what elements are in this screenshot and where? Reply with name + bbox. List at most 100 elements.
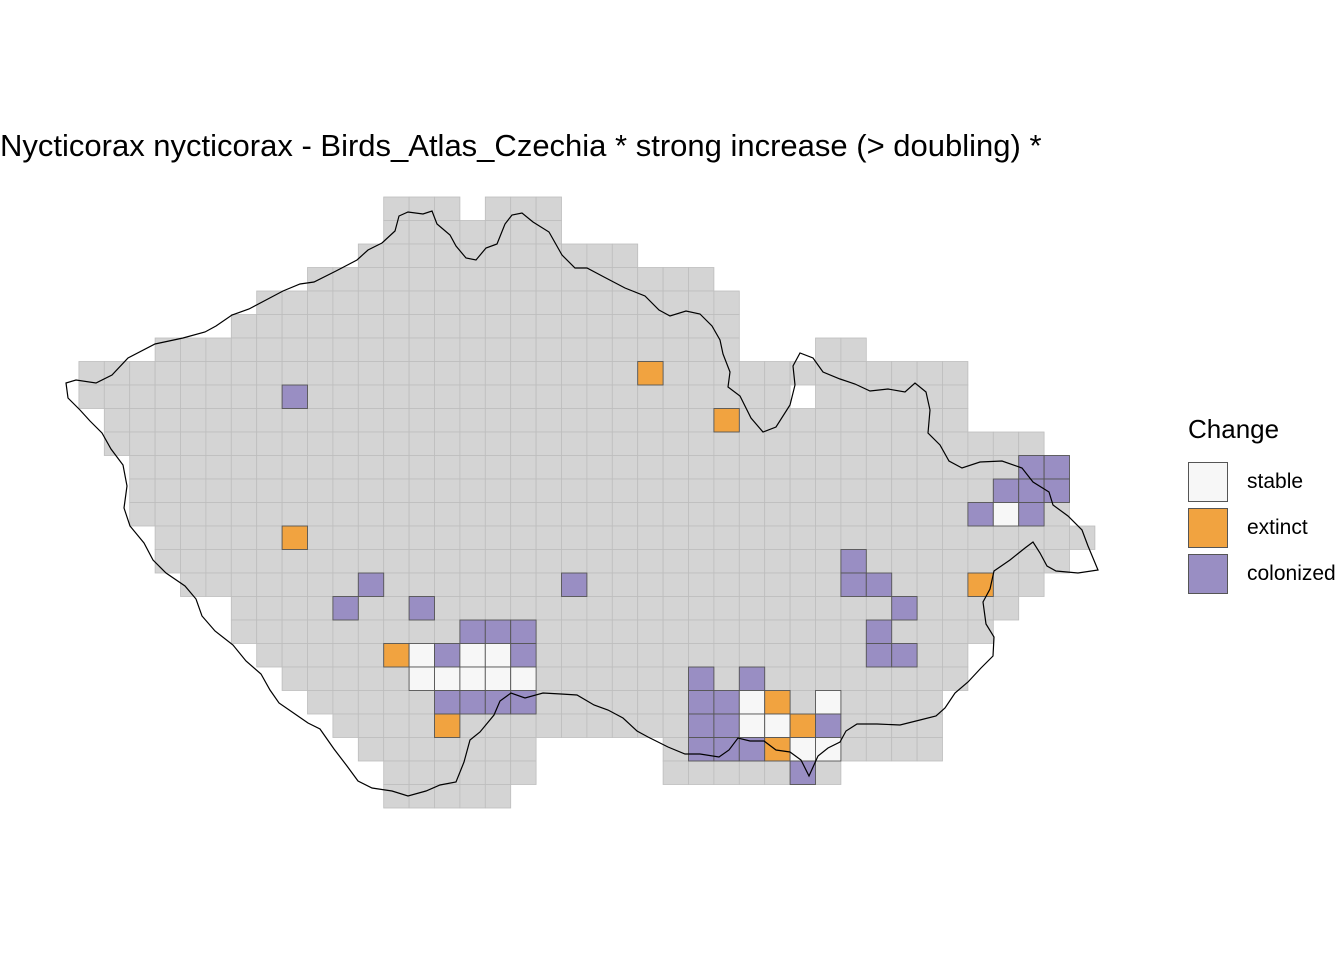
grid-cell (535, 596, 562, 621)
grid-cell (383, 361, 410, 386)
grid-cell (713, 455, 740, 480)
grid-cell (332, 549, 359, 574)
grid-cell (510, 408, 537, 433)
grid-cell (738, 502, 766, 527)
grid-cell (383, 314, 410, 339)
grid-cell (535, 431, 562, 456)
grid-cell (535, 314, 562, 339)
grid-cell (840, 666, 867, 691)
grid-cell (992, 596, 1020, 621)
grid-cell (281, 478, 308, 503)
grid-cell (180, 384, 207, 409)
grid-cell (662, 455, 689, 480)
grid-cell (840, 455, 867, 480)
grid-cell (688, 337, 715, 362)
grid-cell (840, 737, 867, 762)
grid-cell (535, 643, 562, 668)
grid-cell (561, 408, 588, 433)
grid-cell (484, 337, 512, 362)
grid-cell (383, 760, 410, 785)
grid-cell (307, 384, 334, 409)
grid-cell (891, 408, 918, 433)
grid-cell (815, 337, 842, 362)
grid-cell (484, 478, 512, 503)
grid-cell (230, 502, 258, 527)
grid-cell (662, 760, 689, 785)
grid-cell (103, 384, 131, 409)
grid-cell (357, 666, 385, 691)
grid-cell (434, 431, 461, 456)
grid-cell (510, 760, 537, 785)
grid-cell (891, 478, 918, 503)
grid-cell (180, 572, 207, 597)
grid-cell (764, 619, 791, 644)
grid-cell (662, 431, 689, 456)
cell-extinct (281, 525, 308, 550)
grid-cell (992, 431, 1020, 456)
grid-cell (332, 713, 359, 738)
grid-cell (357, 713, 385, 738)
grid-cell (434, 784, 461, 809)
grid-cell (434, 455, 461, 480)
grid-cell (484, 713, 512, 738)
grid-cell (510, 502, 537, 527)
grid-cell (637, 596, 664, 621)
grid-cell (281, 361, 308, 386)
grid-cell (916, 502, 943, 527)
grid-cell (281, 408, 308, 433)
grid-cell (764, 431, 791, 456)
grid-cell (281, 619, 308, 644)
grid-cell (307, 549, 334, 574)
grid-cell (535, 196, 562, 221)
grid-cell (637, 384, 664, 409)
grid-cell (815, 760, 842, 785)
grid-cell (713, 314, 740, 339)
grid-cell (434, 596, 461, 621)
grid-cell (484, 267, 512, 292)
grid-cell (535, 549, 562, 574)
grid-cell (561, 596, 588, 621)
grid-cell (586, 619, 613, 644)
grid-cell (434, 290, 461, 315)
grid-cell (865, 713, 893, 738)
cell-stable (459, 643, 486, 668)
grid-cell (662, 337, 689, 362)
grid-cell (357, 384, 385, 409)
grid-cell (307, 361, 334, 386)
cell-colonized (510, 619, 537, 644)
grid-cell (535, 666, 562, 691)
grid-cell (688, 408, 715, 433)
grid-cell (561, 384, 588, 409)
grid-cell (383, 290, 410, 315)
grid-cell (637, 666, 664, 691)
grid-cell (586, 408, 613, 433)
grid-cell (815, 525, 842, 550)
grid-cell (637, 267, 664, 292)
grid-cell (281, 666, 308, 691)
grid-cell (307, 596, 334, 621)
grid-cell (688, 384, 715, 409)
cell-stable (484, 643, 512, 668)
grid-cell (408, 760, 435, 785)
grid-cell (408, 690, 435, 715)
grid-cell (180, 478, 207, 503)
grid-cell (383, 455, 410, 480)
cell-extinct (434, 713, 461, 738)
grid-cell (510, 196, 537, 221)
grid-cell (230, 619, 258, 644)
grid-cell (154, 525, 181, 550)
grid-cell (535, 361, 562, 386)
grid-cell (561, 314, 588, 339)
grid-cell (535, 408, 562, 433)
grid-cell (357, 596, 385, 621)
grid-cell (459, 267, 486, 292)
cell-colonized (434, 690, 461, 715)
grid-cell (434, 737, 461, 762)
grid-cell (815, 666, 842, 691)
grid-cell (992, 572, 1020, 597)
grid-cell (688, 760, 715, 785)
grid-cell (129, 478, 156, 503)
grid-cell (662, 314, 689, 339)
grid-cell (637, 478, 664, 503)
